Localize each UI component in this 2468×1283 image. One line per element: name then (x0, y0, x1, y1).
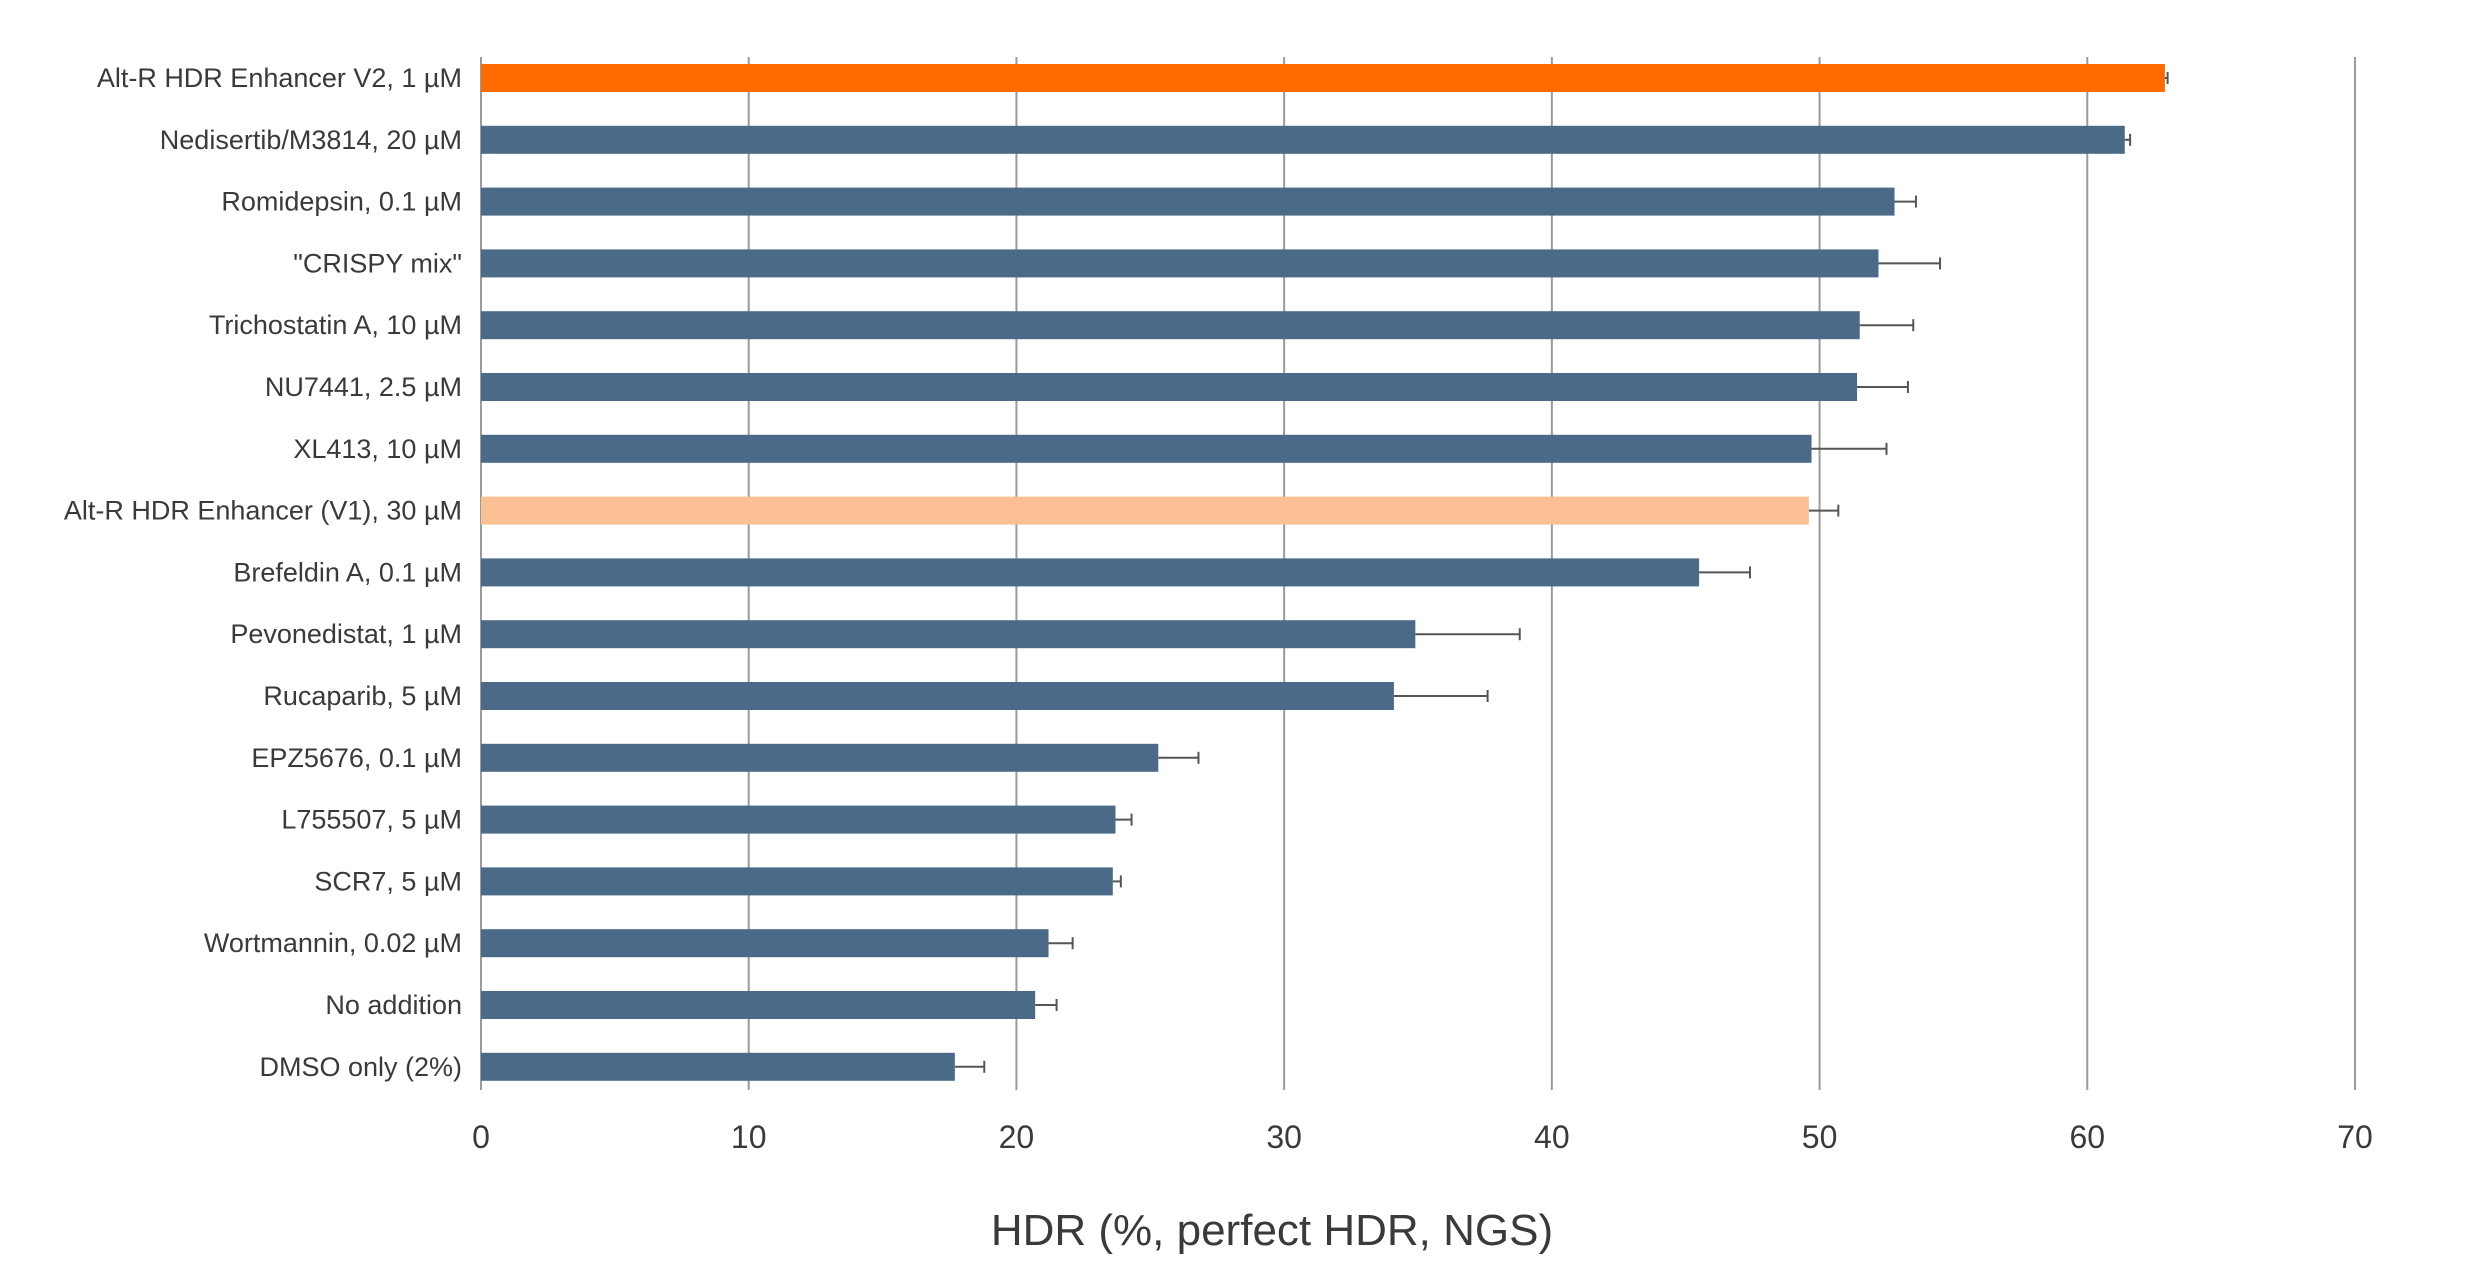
error-bar (1393, 690, 1489, 702)
bar (481, 249, 1879, 278)
category-label: Romidepsin, 0.1 µM (221, 187, 462, 217)
category-label: L755507, 5 µM (281, 805, 462, 835)
bar (481, 125, 2125, 154)
category-label: Trichostatin A, 10 µM (209, 310, 462, 340)
bar (481, 620, 1416, 649)
bar (481, 311, 1860, 340)
bar (481, 805, 1116, 834)
bar (481, 64, 2165, 92)
x-tick-label: 30 (1266, 1119, 1302, 1155)
error-bar (954, 1060, 986, 1073)
x-tick-label: 10 (731, 1119, 767, 1155)
bar (481, 187, 1895, 216)
x-tick-label: 60 (2069, 1119, 2105, 1155)
x-axis-title: HDR (%, perfect HDR, NGS) (991, 1206, 1553, 1255)
error-bar (1699, 566, 1751, 579)
error-bar (2164, 72, 2169, 84)
x-tick-label: 20 (999, 1119, 1035, 1155)
category-label: DMSO only (2%) (259, 1052, 462, 1082)
x-tick-label: 40 (1534, 1119, 1570, 1155)
category-label: Rucaparib, 5 µM (263, 681, 462, 711)
bar (481, 991, 1036, 1019)
category-label: Alt-R HDR Enhancer (V1), 30 µM (64, 496, 462, 526)
category-label: Brefeldin A, 0.1 µM (233, 557, 462, 587)
error-bar (2124, 133, 2132, 146)
category-label: "CRISPY mix" (293, 248, 462, 278)
bar (481, 682, 1394, 710)
error-bar (1857, 381, 1909, 393)
x-tick-label: 50 (1802, 1119, 1838, 1155)
error-bar (1048, 937, 1074, 950)
error-bar (1415, 628, 1521, 641)
bar (481, 558, 1700, 587)
category-label: No addition (325, 990, 462, 1020)
x-tick-label: 0 (472, 1119, 490, 1155)
bar (481, 867, 1113, 896)
category-label: NU7441, 2.5 µM (265, 372, 462, 402)
error-bars (954, 72, 2169, 1073)
error-bar (1878, 257, 1942, 270)
bar (481, 434, 1812, 463)
bar (481, 1052, 955, 1081)
category-label: SCR7, 5 µM (314, 866, 462, 896)
x-tick-label: 70 (2337, 1119, 2373, 1155)
category-label: EPZ5676, 0.1 µM (251, 743, 462, 773)
category-label: Alt-R HDR Enhancer V2, 1 µM (97, 63, 462, 93)
error-bar (1859, 319, 1915, 332)
category-labels: Alt-R HDR Enhancer V2, 1 µM Nedisertib/M3… (64, 63, 462, 1082)
error-bar (1115, 813, 1133, 826)
category-label: Pevonedistat, 1 µM (230, 619, 462, 649)
bar (481, 496, 1809, 525)
category-label: Nedisertib/M3814, 20 µM (160, 125, 462, 155)
error-bar (1894, 195, 1917, 208)
error-bar (1112, 875, 1122, 888)
error-bar (1808, 504, 1840, 517)
error-bar (1158, 751, 1200, 764)
error-bar (1811, 442, 1888, 455)
category-label: XL413, 10 µM (293, 434, 462, 464)
error-bar (1035, 999, 1058, 1011)
x-tick-labels: 0 10 20 30 40 50 60 70 (472, 1119, 2373, 1155)
bar (481, 929, 1049, 958)
bar (481, 743, 1159, 772)
category-label: Wortmannin, 0.02 µM (204, 928, 462, 958)
bars (481, 64, 2165, 1081)
bar (481, 373, 1858, 401)
